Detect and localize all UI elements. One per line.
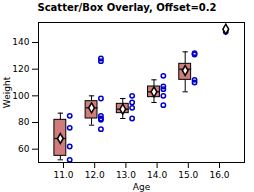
svg-text:120: 120 — [12, 64, 29, 74]
svg-text:12.0: 12.0 — [85, 170, 105, 180]
svg-text:14.0: 14.0 — [147, 170, 167, 180]
svg-text:80: 80 — [18, 117, 30, 127]
svg-text:11.0: 11.0 — [53, 170, 73, 180]
svg-text:140: 140 — [12, 37, 29, 47]
svg-text:Weight: Weight — [2, 76, 12, 108]
svg-text:60: 60 — [18, 144, 30, 154]
svg-text:16.0: 16.0 — [210, 170, 230, 180]
svg-text:15.0: 15.0 — [178, 170, 198, 180]
svg-text:100: 100 — [12, 91, 29, 101]
svg-text:13.0: 13.0 — [116, 170, 136, 180]
html-text:Scatter/Box Overlay, Offset=0.: Scatter/Box Overlay, Offset=0.2 — [37, 2, 217, 13]
svg-text:Age: Age — [133, 182, 151, 192]
